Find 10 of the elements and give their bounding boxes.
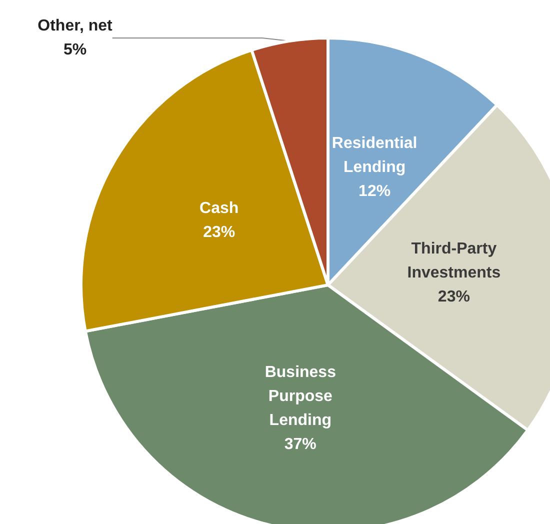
data-label: 12% xyxy=(358,182,391,200)
data-label: 23% xyxy=(438,288,470,306)
slice-label: Other, net xyxy=(38,18,114,34)
data-label: 23% xyxy=(203,224,236,242)
slice-label: Cash xyxy=(200,200,239,218)
slice-label: Third-Party Investments xyxy=(407,240,501,282)
slice-label: Business Purpose Lending xyxy=(264,364,336,429)
data-label: 37% xyxy=(284,436,316,453)
data-label: 5% xyxy=(63,42,87,58)
slice-label: Residential Lending xyxy=(332,134,418,176)
